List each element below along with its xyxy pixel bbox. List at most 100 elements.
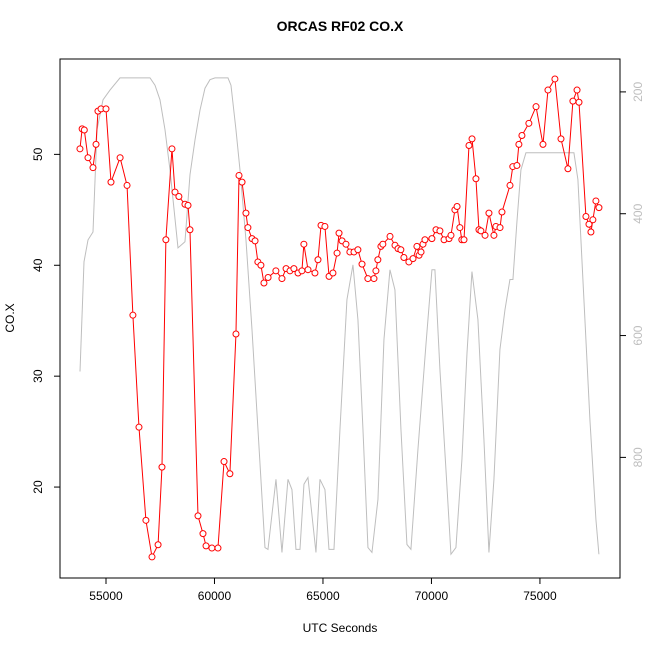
data-point — [386, 232, 394, 240]
data-point — [409, 255, 417, 263]
data-point — [490, 231, 498, 239]
data-point — [154, 541, 162, 549]
data-point — [158, 463, 166, 471]
data-point — [582, 212, 590, 220]
data-point — [532, 103, 540, 111]
data-point — [585, 220, 593, 228]
data-point — [513, 161, 521, 169]
data-point — [525, 119, 533, 127]
data-point — [186, 226, 194, 234]
data-point — [175, 193, 183, 201]
x-tick-label: 55000 — [89, 589, 123, 603]
data-point — [80, 126, 88, 134]
data-point — [300, 240, 308, 248]
y2-tick-label: 800 — [631, 447, 645, 467]
data-point — [400, 254, 408, 262]
data-point — [372, 267, 380, 275]
data-point — [194, 512, 202, 520]
data-point — [329, 269, 337, 277]
data-point — [208, 544, 216, 552]
data-point — [298, 267, 306, 275]
data-point — [477, 227, 485, 235]
data-point — [311, 269, 319, 277]
data-point — [171, 188, 179, 196]
chart-title: ORCAS RF02 CO.X — [277, 18, 404, 34]
data-point — [220, 458, 228, 466]
data-point — [226, 470, 234, 478]
data-point — [235, 171, 243, 179]
data-point — [314, 256, 322, 264]
data-point — [238, 178, 246, 186]
data-point — [123, 181, 131, 189]
data-point — [260, 279, 268, 287]
data-point — [498, 208, 506, 216]
data-point — [413, 242, 421, 250]
data-point — [257, 261, 265, 269]
data-point — [370, 275, 378, 283]
data-point — [589, 216, 597, 224]
data-point — [447, 231, 455, 239]
x-tick-label: 70000 — [415, 589, 449, 603]
data-point — [539, 140, 547, 148]
data-point — [569, 97, 577, 105]
y2-tick-label: 600 — [631, 325, 645, 345]
data-point — [472, 175, 480, 183]
data-point — [465, 142, 473, 149]
data-point — [135, 423, 143, 431]
data-point — [453, 202, 461, 210]
data-point — [202, 542, 210, 550]
data-point — [142, 516, 150, 524]
data-point — [506, 181, 514, 189]
data-point — [335, 229, 343, 237]
data-point — [436, 227, 444, 235]
data-point — [342, 240, 350, 248]
plot-frame — [59, 58, 621, 579]
data-point — [456, 224, 464, 232]
data-point — [129, 311, 137, 319]
data-point — [89, 164, 97, 172]
data-point — [168, 145, 176, 153]
y2-tick-label: 400 — [631, 203, 645, 223]
data-point — [304, 266, 312, 274]
data-point — [290, 265, 298, 273]
y-axis-label: CO.X — [3, 303, 17, 332]
data-point — [518, 132, 526, 140]
data-line — [79, 77, 600, 556]
data-point — [232, 330, 240, 338]
data-point — [460, 236, 468, 244]
data-point — [116, 154, 124, 162]
data-point — [214, 544, 222, 552]
data-point — [251, 237, 259, 245]
data-point — [107, 178, 115, 186]
data-point — [92, 140, 100, 148]
data-point — [397, 246, 405, 254]
data-point — [417, 248, 425, 256]
data-point — [321, 222, 329, 230]
data-point — [421, 236, 429, 244]
data-point — [428, 235, 436, 243]
y-tick-label: 50 — [31, 147, 45, 161]
data-point — [496, 224, 504, 232]
data-point — [76, 145, 84, 153]
data-point — [84, 154, 92, 162]
data-point — [485, 209, 493, 217]
data-point — [379, 240, 387, 248]
data-point — [244, 224, 252, 232]
data-point — [184, 201, 192, 209]
x-tick-label: 60000 — [198, 589, 232, 603]
data-point — [264, 273, 272, 281]
data-point — [162, 236, 170, 244]
data-point — [102, 105, 110, 113]
data-point — [278, 275, 286, 283]
data-point — [242, 209, 250, 217]
data-point — [354, 246, 362, 254]
y-tick-label: 30 — [31, 369, 45, 383]
data-point — [333, 249, 341, 257]
data-point — [575, 98, 583, 106]
x-tick-label: 65000 — [306, 589, 340, 603]
data-point — [573, 86, 581, 94]
data-point — [364, 275, 372, 283]
